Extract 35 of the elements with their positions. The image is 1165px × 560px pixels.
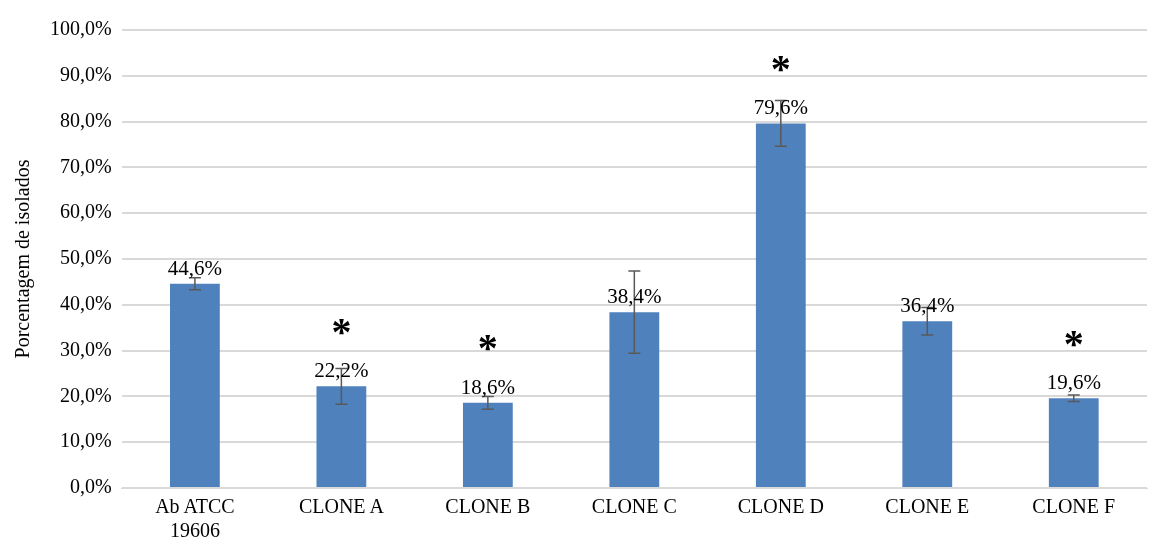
bar bbox=[902, 321, 953, 487]
annotation: * bbox=[477, 325, 498, 371]
y-tick-label: 60,0% bbox=[59, 200, 112, 223]
annotation: * bbox=[331, 308, 352, 354]
y-axis-title: Porcentagem de isolados bbox=[11, 159, 35, 359]
y-tick-label: 0,0% bbox=[69, 475, 112, 498]
y-tick-label: 50,0% bbox=[59, 246, 112, 269]
y-tick-label: 40,0% bbox=[59, 292, 112, 315]
y-tick-label: 70,0% bbox=[59, 154, 112, 177]
data-label: 22,2% bbox=[314, 358, 369, 383]
y-tick-label: 20,0% bbox=[59, 383, 112, 406]
data-label: 44,6% bbox=[167, 255, 223, 280]
x-tick-label: CLONE B bbox=[445, 495, 531, 518]
x-tick-label: Ab ATCC 19606 bbox=[155, 495, 235, 542]
bar bbox=[462, 402, 513, 487]
x-tick-label: CLONE D bbox=[737, 495, 824, 518]
annotation: * bbox=[770, 45, 791, 91]
data-label: 19,6% bbox=[1046, 370, 1101, 395]
x-tick-label: CLONE A bbox=[298, 495, 385, 518]
y-tick-label: 80,0% bbox=[59, 108, 112, 131]
y-tick-label: 90,0% bbox=[59, 63, 112, 86]
y-tick-label: 10,0% bbox=[59, 429, 112, 452]
bar bbox=[170, 283, 220, 487]
bar bbox=[609, 312, 660, 487]
data-label: 18,6% bbox=[460, 374, 515, 399]
bar bbox=[316, 386, 367, 487]
annotation: * bbox=[1063, 320, 1084, 366]
y-tick-label: 30,0% bbox=[59, 337, 112, 360]
bar bbox=[755, 123, 806, 487]
data-label: 36,4% bbox=[900, 293, 955, 318]
bar bbox=[1048, 398, 1099, 487]
x-tick-label: CLONE F bbox=[1032, 495, 1116, 518]
y-tick-label: 100,0% bbox=[49, 17, 112, 40]
x-tick-label: CLONE C bbox=[591, 495, 677, 518]
x-tick-label: CLONE E bbox=[885, 495, 970, 518]
